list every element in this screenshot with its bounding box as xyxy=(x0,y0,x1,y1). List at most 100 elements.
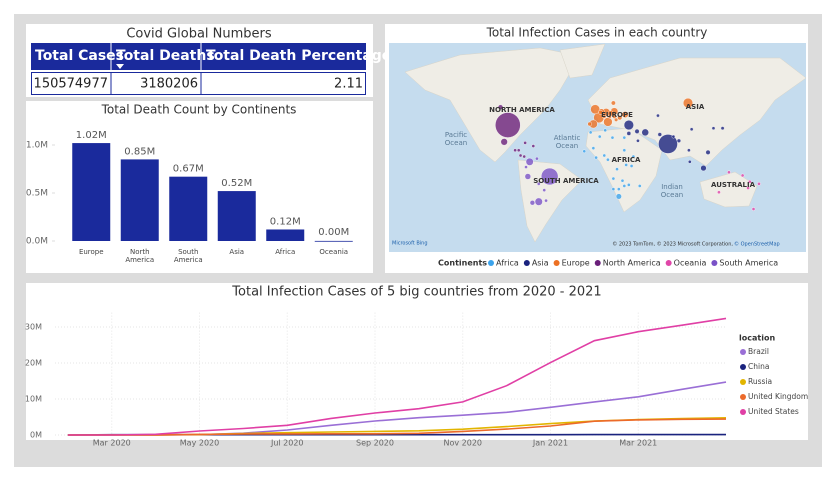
country-bubble[interactable] xyxy=(623,120,634,131)
country-bubble[interactable] xyxy=(591,146,596,150)
country-bubble[interactable] xyxy=(622,148,627,153)
country-bubble[interactable] xyxy=(513,148,517,153)
country-bubble[interactable] xyxy=(536,182,541,186)
legend-entry[interactable]: Asia xyxy=(532,259,549,268)
country-bubble[interactable] xyxy=(705,149,711,155)
country-bubble[interactable] xyxy=(542,188,547,192)
country-bubble[interactable] xyxy=(757,182,761,186)
country-bubble[interactable] xyxy=(611,100,616,106)
country-bubble[interactable] xyxy=(607,114,612,119)
country-bubble[interactable] xyxy=(627,183,631,187)
country-bubble[interactable] xyxy=(518,153,523,158)
country-bubble[interactable] xyxy=(615,167,619,171)
legend-entry[interactable]: United Kingdom xyxy=(748,392,808,401)
line-chart: Total Infection Cases of 5 big countries… xyxy=(25,285,808,448)
country-bubble[interactable] xyxy=(544,198,548,203)
legend-entry[interactable]: Brazil xyxy=(748,347,769,356)
country-bubble[interactable] xyxy=(720,126,725,131)
country-bubble[interactable] xyxy=(603,128,607,133)
table-cell: 2.11 xyxy=(334,77,363,92)
country-bubble[interactable] xyxy=(587,121,592,127)
country-bubble[interactable] xyxy=(671,134,676,139)
country-bubble[interactable] xyxy=(622,184,627,188)
country-bubble[interactable] xyxy=(535,156,539,161)
country-bubble[interactable] xyxy=(629,164,634,168)
country-bubble[interactable] xyxy=(746,186,750,190)
country-bubble[interactable] xyxy=(740,173,745,178)
country-bubble[interactable] xyxy=(624,163,628,167)
country-bubble[interactable] xyxy=(751,207,756,211)
country-bubble[interactable] xyxy=(631,154,636,159)
country-bubble[interactable] xyxy=(657,132,662,137)
country-bubble[interactable] xyxy=(598,110,604,115)
country-bubble[interactable] xyxy=(594,155,598,160)
table-row xyxy=(31,72,366,95)
country-bubble[interactable] xyxy=(727,170,731,175)
map-legend: Total Infection Cases in each country Con… xyxy=(438,26,778,268)
legend-entry[interactable]: Africa xyxy=(496,259,519,268)
country-bubble[interactable] xyxy=(531,144,536,148)
country-bubble[interactable] xyxy=(700,165,707,172)
country-bubble[interactable] xyxy=(620,178,625,183)
country-bubble[interactable] xyxy=(658,134,678,154)
legend-entry[interactable]: United States xyxy=(748,407,799,416)
country-bubble[interactable] xyxy=(541,167,559,186)
country-bubble[interactable] xyxy=(621,111,629,118)
legend-entry[interactable]: Europe xyxy=(562,259,590,268)
country-bubble[interactable] xyxy=(682,97,694,109)
country-bubble[interactable] xyxy=(611,187,616,191)
region-label: EUROPE xyxy=(601,111,633,119)
country-bubble[interactable] xyxy=(612,114,617,119)
country-bubble[interactable] xyxy=(641,128,649,137)
country-bubble[interactable] xyxy=(602,114,607,119)
country-bubble[interactable] xyxy=(588,130,593,135)
country-bubble[interactable] xyxy=(495,112,521,138)
country-bubble[interactable] xyxy=(529,200,535,206)
legend-entry[interactable]: North America xyxy=(603,259,661,268)
legend-marker xyxy=(488,260,494,266)
country-bubble[interactable] xyxy=(615,193,622,200)
country-bubble[interactable] xyxy=(748,179,752,184)
country-bubble[interactable] xyxy=(524,173,531,180)
country-bubble[interactable] xyxy=(688,159,692,164)
country-bubble[interactable] xyxy=(656,113,660,118)
y-tick-label: 0M xyxy=(30,431,42,440)
country-bubble[interactable] xyxy=(525,157,534,166)
legend-entry[interactable]: China xyxy=(748,362,769,371)
ocean-label: Atlantic Ocean xyxy=(553,134,581,150)
legend-entry[interactable]: Oceania xyxy=(674,259,707,268)
country-bubble[interactable] xyxy=(497,104,504,110)
country-bubble[interactable] xyxy=(603,117,613,127)
legend-marker xyxy=(553,260,560,266)
country-bubble[interactable] xyxy=(524,165,528,169)
country-bubble[interactable] xyxy=(617,115,623,121)
country-bubble[interactable] xyxy=(516,148,521,153)
country-bubble[interactable] xyxy=(636,138,640,143)
legend-entry[interactable]: South America xyxy=(719,259,778,268)
country-bubble[interactable] xyxy=(534,197,543,206)
country-bubble[interactable] xyxy=(637,184,642,188)
country-bubble[interactable] xyxy=(689,127,694,132)
country-bubble[interactable] xyxy=(622,135,627,140)
country-bubble[interactable] xyxy=(606,157,610,162)
country-bubble[interactable] xyxy=(634,128,640,134)
map-attribution-link[interactable]: © OpenStreetMap xyxy=(734,241,780,248)
legend-marker xyxy=(740,394,746,400)
country-bubble[interactable] xyxy=(626,131,632,136)
country-bubble[interactable] xyxy=(582,149,587,154)
country-bubble[interactable] xyxy=(614,117,619,122)
country-bubble[interactable] xyxy=(523,141,527,145)
country-bubble[interactable] xyxy=(597,134,602,139)
country-bubble[interactable] xyxy=(610,135,615,140)
country-bubble[interactable] xyxy=(711,126,716,130)
legend-entry[interactable]: Russia xyxy=(748,377,772,386)
country-bubble[interactable] xyxy=(602,153,607,158)
country-bubble[interactable] xyxy=(687,148,691,153)
country-bubble[interactable] xyxy=(522,154,527,159)
country-bubble[interactable] xyxy=(676,138,682,143)
country-bubble[interactable] xyxy=(717,190,721,195)
country-bubble[interactable] xyxy=(611,176,616,181)
country-bubble[interactable] xyxy=(617,187,621,191)
country-bubble[interactable] xyxy=(500,138,508,146)
